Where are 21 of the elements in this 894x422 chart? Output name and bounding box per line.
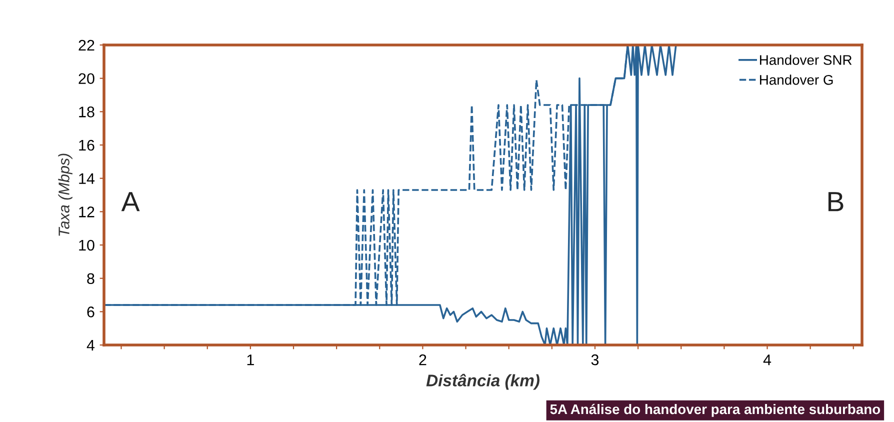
y-tick-label: 12 (79, 206, 94, 218)
y-axis-title: Taxa (Mbps) (58, 154, 72, 236)
y-tick-label: 18 (79, 106, 94, 118)
y-tick-label: 20 (78, 73, 94, 84)
x-tick-label: 3 (591, 354, 599, 366)
y-tick-label: 4 (86, 340, 95, 351)
y-tick-label: 8 (87, 273, 94, 284)
x-axis-title: Distância (km) (426, 374, 540, 390)
x-tick-label: 4 (763, 354, 772, 366)
y-tick-label: 16 (79, 140, 94, 151)
y-tick-label: 6 (87, 306, 94, 318)
legend-label: Handover G (760, 74, 833, 85)
text: 5A Análise do handover para ambiente suburbano (550, 404, 880, 417)
y-tick-label: 10 (79, 240, 94, 251)
x-tick-label: 2 (419, 354, 426, 366)
y-tick-label: 14 (79, 173, 95, 184)
legend-label: Handover SNR (760, 54, 852, 65)
y-tick-label: 22 (78, 40, 94, 51)
annotation: A (121, 192, 140, 212)
x-tick-label: 1 (247, 354, 254, 366)
annotation: B (828, 192, 844, 212)
